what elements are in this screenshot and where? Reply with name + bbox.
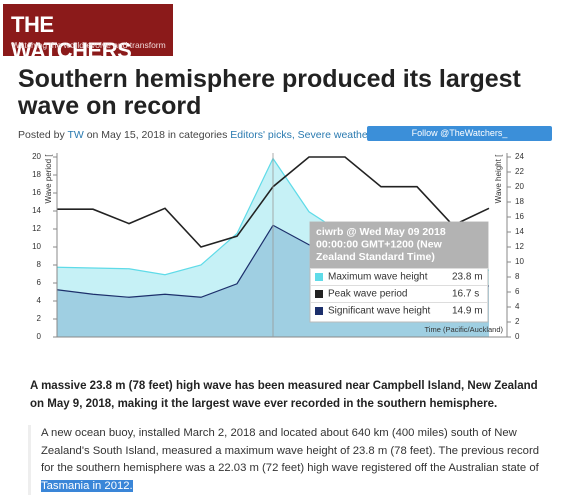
y2-tick-label: 4 bbox=[515, 302, 520, 311]
y2-tick-label: 8 bbox=[515, 272, 520, 281]
body-text: A new ocean buoy, installed March 2, 201… bbox=[41, 427, 540, 474]
y-tick-label: 16 bbox=[32, 188, 41, 197]
y2-tick-label: 0 bbox=[515, 332, 520, 341]
chart: 02468101214161820024681012141618202224Wa… bbox=[32, 152, 524, 341]
tooltip-swatch bbox=[315, 273, 323, 281]
y-tick-label: 10 bbox=[32, 242, 41, 251]
y-tick-label: 8 bbox=[37, 260, 42, 269]
y2-tick-label: 22 bbox=[515, 167, 524, 176]
author-link[interactable]: TW bbox=[67, 129, 84, 141]
y-tick-label: 0 bbox=[37, 332, 42, 341]
y-tick-label: 6 bbox=[37, 278, 42, 287]
x-axis-label: Time (Pacific/Auckland) bbox=[425, 325, 504, 334]
posted-by: Posted by bbox=[18, 129, 65, 141]
y2-tick-label: 14 bbox=[515, 227, 524, 236]
logo-title: THE WATCHERS bbox=[11, 12, 132, 63]
y-tick-label: 2 bbox=[37, 314, 42, 323]
tooltip-series-name: Maximum wave height bbox=[328, 272, 428, 283]
body-paragraph: A new ocean buoy, installed March 2, 201… bbox=[28, 425, 541, 495]
tooltip-title: ciwrb @ Wed May 09 2018 00:00:00 GMT+1200… bbox=[316, 226, 446, 263]
tooltip-header bbox=[310, 222, 488, 269]
y-axis-label: Wave period [ bbox=[44, 154, 53, 204]
y2-tick-label: 6 bbox=[515, 287, 520, 296]
category-link[interactable]: Editors' picks, bbox=[230, 129, 295, 141]
y-tick-label: 20 bbox=[32, 152, 41, 161]
tooltip-title-line: 00:00:00 GMT+1200 (New bbox=[316, 238, 443, 250]
y2-tick-label: 2 bbox=[515, 317, 520, 326]
y2-axis-label: Wave height [ bbox=[494, 154, 503, 203]
article-title: Southern hemisphere produced its largest… bbox=[18, 65, 521, 120]
tooltip-swatch bbox=[315, 307, 323, 315]
tooltip-value: 14.9 m bbox=[452, 306, 483, 317]
tooltip-title-line: ciwrb @ Wed May 09 2018 bbox=[316, 226, 446, 238]
lead-paragraph: A massive 23.8 m (78 feet) high wave has… bbox=[30, 380, 538, 410]
y2-tick-label: 18 bbox=[515, 197, 524, 206]
tooltip-series-name: Significant wave height bbox=[328, 306, 431, 317]
date-text: on May 15, 2018 in categories bbox=[86, 129, 228, 141]
tooltip-title-line: Zealand Standard Time) bbox=[316, 251, 435, 263]
highlighted-text: Tasmania in 2012. bbox=[41, 479, 133, 492]
follow-button[interactable]: Follow @TheWatchers_ bbox=[367, 126, 552, 141]
y-tick-label: 12 bbox=[32, 224, 41, 233]
logo[interactable]: THE WATCHERS Watching the world evolve a… bbox=[3, 4, 173, 63]
y2-tick-label: 20 bbox=[515, 182, 524, 191]
logo-subtitle: Watching the world evolve and transform bbox=[12, 40, 166, 50]
y2-tick-label: 16 bbox=[515, 212, 524, 221]
tooltip-swatch bbox=[315, 290, 323, 298]
byline: Posted by TW on May 15, 2018 in categori… bbox=[18, 129, 371, 141]
y2-tick-label: 12 bbox=[515, 242, 524, 251]
tooltip-series-name: Peak wave period bbox=[328, 289, 408, 300]
y2-tick-label: 10 bbox=[515, 257, 524, 266]
tooltip-value: 23.8 m bbox=[452, 272, 483, 283]
y-tick-label: 4 bbox=[37, 296, 42, 305]
y-tick-label: 18 bbox=[32, 170, 41, 179]
y2-tick-label: 24 bbox=[515, 152, 524, 161]
category-link[interactable]: Severe weather bbox=[297, 129, 372, 141]
tooltip-value: 16.7 s bbox=[452, 289, 479, 300]
y-tick-label: 14 bbox=[32, 206, 41, 215]
